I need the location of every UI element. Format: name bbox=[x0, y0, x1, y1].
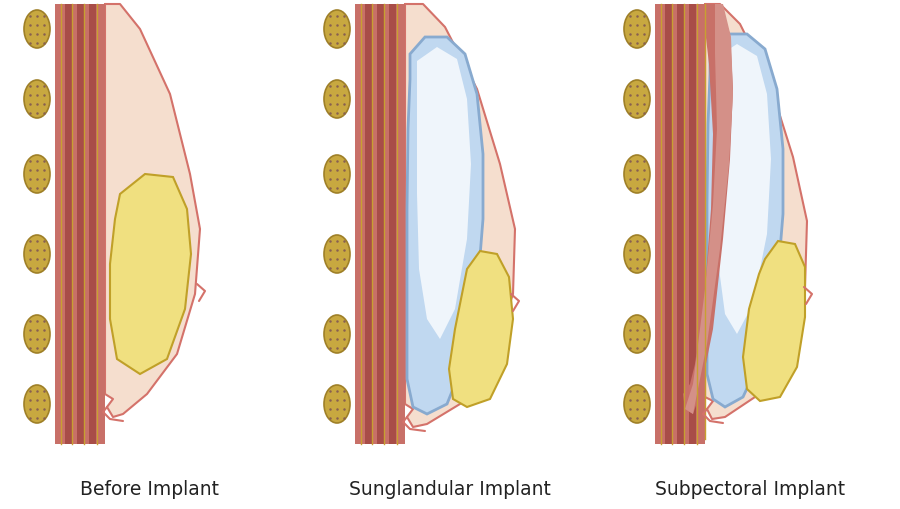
Ellipse shape bbox=[24, 385, 50, 423]
Polygon shape bbox=[365, 5, 372, 444]
Polygon shape bbox=[717, 45, 771, 334]
Polygon shape bbox=[407, 38, 483, 414]
Ellipse shape bbox=[624, 236, 650, 273]
Polygon shape bbox=[65, 5, 72, 444]
Polygon shape bbox=[377, 5, 384, 444]
Polygon shape bbox=[77, 5, 84, 444]
Polygon shape bbox=[110, 175, 191, 374]
Polygon shape bbox=[685, 5, 733, 414]
Polygon shape bbox=[417, 48, 471, 340]
Text: Before Implant: Before Implant bbox=[80, 479, 220, 498]
Ellipse shape bbox=[624, 156, 650, 193]
Polygon shape bbox=[355, 5, 405, 444]
Ellipse shape bbox=[24, 156, 50, 193]
Ellipse shape bbox=[624, 316, 650, 353]
Polygon shape bbox=[705, 5, 807, 419]
Ellipse shape bbox=[324, 81, 350, 119]
Polygon shape bbox=[683, 5, 733, 414]
Polygon shape bbox=[389, 5, 396, 444]
Polygon shape bbox=[89, 5, 96, 444]
Ellipse shape bbox=[324, 156, 350, 193]
Ellipse shape bbox=[24, 316, 50, 353]
Polygon shape bbox=[677, 5, 684, 444]
Ellipse shape bbox=[24, 11, 50, 49]
Polygon shape bbox=[707, 35, 783, 407]
Ellipse shape bbox=[624, 385, 650, 423]
Text: Sunglandular Implant: Sunglandular Implant bbox=[349, 479, 551, 498]
Polygon shape bbox=[665, 5, 672, 444]
Ellipse shape bbox=[24, 81, 50, 119]
Ellipse shape bbox=[324, 11, 350, 49]
Text: Subpectoral Implant: Subpectoral Implant bbox=[655, 479, 845, 498]
Ellipse shape bbox=[324, 316, 350, 353]
Ellipse shape bbox=[324, 385, 350, 423]
Polygon shape bbox=[405, 5, 515, 427]
Ellipse shape bbox=[324, 236, 350, 273]
Polygon shape bbox=[655, 5, 705, 444]
Ellipse shape bbox=[24, 236, 50, 273]
Polygon shape bbox=[689, 5, 696, 444]
Polygon shape bbox=[55, 5, 105, 444]
Polygon shape bbox=[449, 251, 513, 407]
Ellipse shape bbox=[624, 11, 650, 49]
Polygon shape bbox=[743, 242, 805, 401]
Ellipse shape bbox=[624, 81, 650, 119]
Polygon shape bbox=[105, 5, 200, 417]
